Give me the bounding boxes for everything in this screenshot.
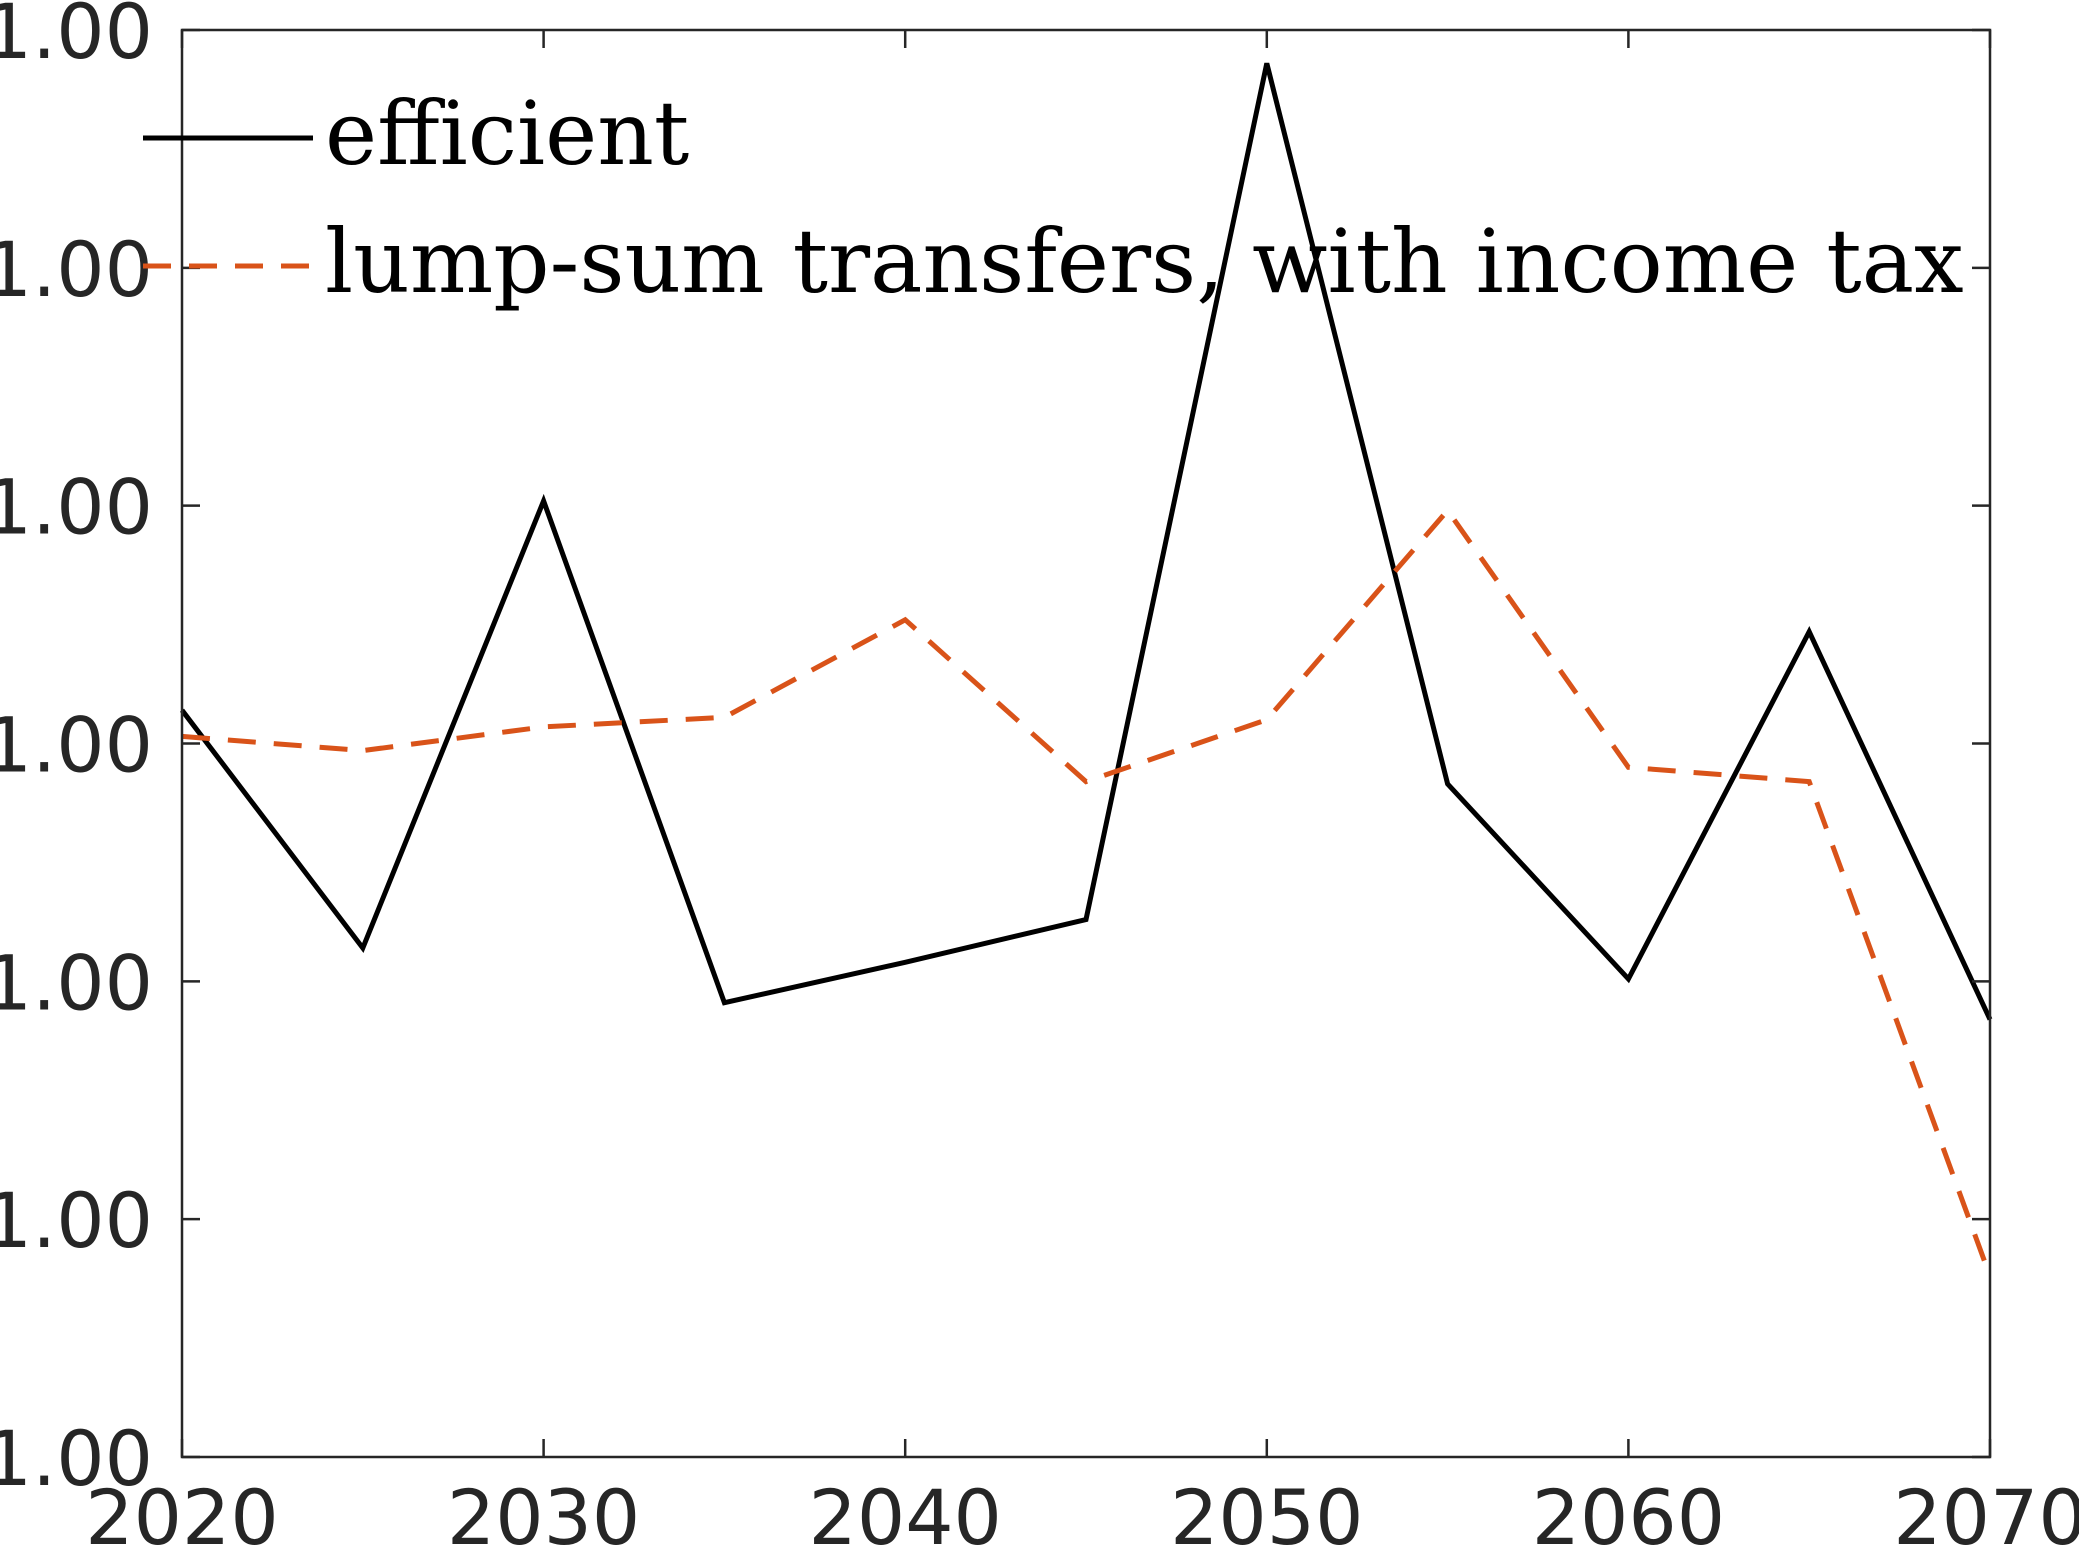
x-tick-label: 2050 [1170,1473,1363,1554]
legend: efficient lump-sum transfers, with income… [143,82,1964,313]
x-tick-label: 2030 [447,1473,640,1554]
series-line-2 [181,506,1993,1278]
y-tick-label: 1.00 [0,463,153,552]
y-tick-label: 1.00 [0,225,153,314]
legend-label-1: efficient [325,82,689,185]
y-tick-label: 1.00 [0,1414,153,1503]
legend-label-2: lump-sum transfers, with income tax [325,210,1964,313]
x-tick-label: 2070 [1893,1473,2079,1554]
y-tick-label: 1.00 [0,938,153,1027]
y-tick-label: 1.00 [0,701,153,790]
series-line-1 [180,62,1993,1021]
x-tick-label: 2060 [1532,1473,1725,1554]
series-layer [180,62,1993,1278]
y-tick-label: 1.00 [0,0,153,76]
x-tick-label: 2020 [85,1473,278,1554]
x-tick-label: 2040 [808,1473,1001,1554]
y-tick-label: 1.00 [0,1176,153,1265]
